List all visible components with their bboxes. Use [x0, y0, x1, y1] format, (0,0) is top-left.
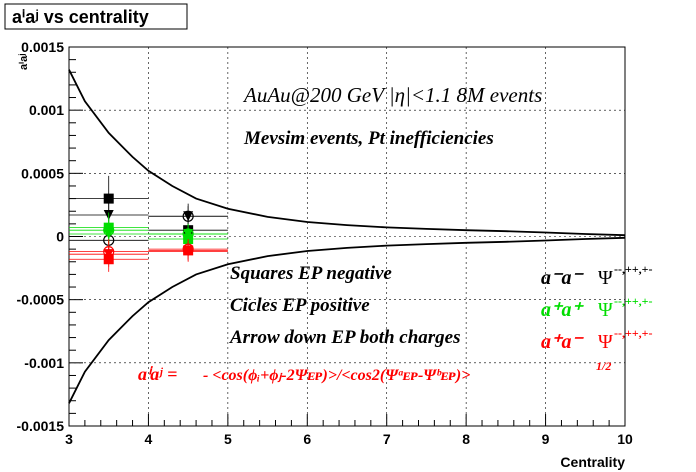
triangle-down-marker: [183, 211, 194, 222]
legend-right-black: a⁻a⁻ Ψ --,++,+-: [541, 262, 653, 289]
legend-arrows-text: Arrow down EP both charges: [229, 327, 461, 348]
x-tick-label: 7: [383, 431, 391, 447]
envelope-curves: [68, 69, 626, 404]
legend-right-red: a⁺a⁻ Ψ --,++,+-: [541, 326, 653, 353]
envelope-upper-curve: [68, 69, 626, 237]
y-tick-label: 0.001: [29, 102, 64, 118]
y-tick-label: 0.0005: [21, 165, 64, 181]
triangle-down-marker: [183, 246, 194, 257]
formula-body: - <cos(ϕᵢ+ϕⱼ-2Ψᴇᴘ)>/<cos2(Ψᵃᴇᴘ-Ψᵇᴇᴘ)>: [203, 367, 470, 384]
title-box: [4, 3, 188, 30]
legend-right-red-psi: Ψ: [598, 331, 613, 353]
formula-lhs: aⁱaʲ =: [138, 364, 177, 384]
annotation-mevsim: Mevsim events, Pt inefficiencies: [243, 128, 494, 149]
y-axis-label: aⁱaʲ: [17, 54, 30, 70]
data-points: [69, 175, 228, 272]
grid: [69, 47, 625, 426]
legend-right-green-label: a⁺a⁺: [541, 299, 585, 321]
x-tick-label: 3: [65, 431, 73, 447]
envelope-lower-curve: [68, 236, 626, 404]
y-tick-label: 0: [56, 229, 64, 245]
legend-right-green-sup: --,++,+-: [614, 294, 653, 308]
legend-right-black-psi: Ψ: [598, 267, 613, 289]
legend-right-black-sup: --,++,+-: [614, 262, 653, 276]
x-tick-label: 5: [224, 431, 232, 447]
legend-right-red-sup: --,++,+-: [614, 326, 653, 340]
chart-title: aⁱaʲ vs centrality: [12, 7, 149, 27]
triangle-down-marker: [183, 228, 194, 239]
y-tick-label: -0.0015: [17, 418, 65, 434]
square-marker: [103, 193, 114, 204]
y-tick-label: -0.0005: [17, 292, 65, 308]
axis-ticks: 3 4 5 6 7 8 9 10 -0.0015 -0.001 -0.0005 0 0.0005 0.00…: [17, 39, 633, 447]
x-tick-label: 4: [145, 431, 153, 447]
legend-circles-text: Cicles EP positive: [230, 295, 370, 316]
legend-squares-text: Squares EP negative: [230, 263, 392, 284]
legend-right-red-label: a⁺a⁻: [541, 331, 585, 353]
x-tick-label: 10: [617, 431, 633, 447]
x-tick-label: 6: [303, 431, 311, 447]
y-tick-label: 0.0015: [21, 39, 64, 55]
triangle-down-marker: [103, 228, 114, 239]
x-tick-label: 9: [542, 431, 550, 447]
x-axis-label: Centrality: [560, 454, 625, 470]
formula-exponent: 1/2: [596, 359, 611, 373]
annotation-dataset: AuAu@200 GeV |η|<1.1 8M events: [242, 83, 542, 107]
x-tick-label: 8: [462, 431, 470, 447]
legend-right-green-psi: Ψ: [598, 299, 613, 321]
y-tick-label: -0.001: [24, 355, 64, 371]
legend-right-black-label: a⁻a⁻: [541, 267, 585, 289]
triangle-down-marker: [103, 249, 114, 260]
legend-right-green: a⁺a⁺ Ψ --,++,+-: [541, 294, 653, 321]
